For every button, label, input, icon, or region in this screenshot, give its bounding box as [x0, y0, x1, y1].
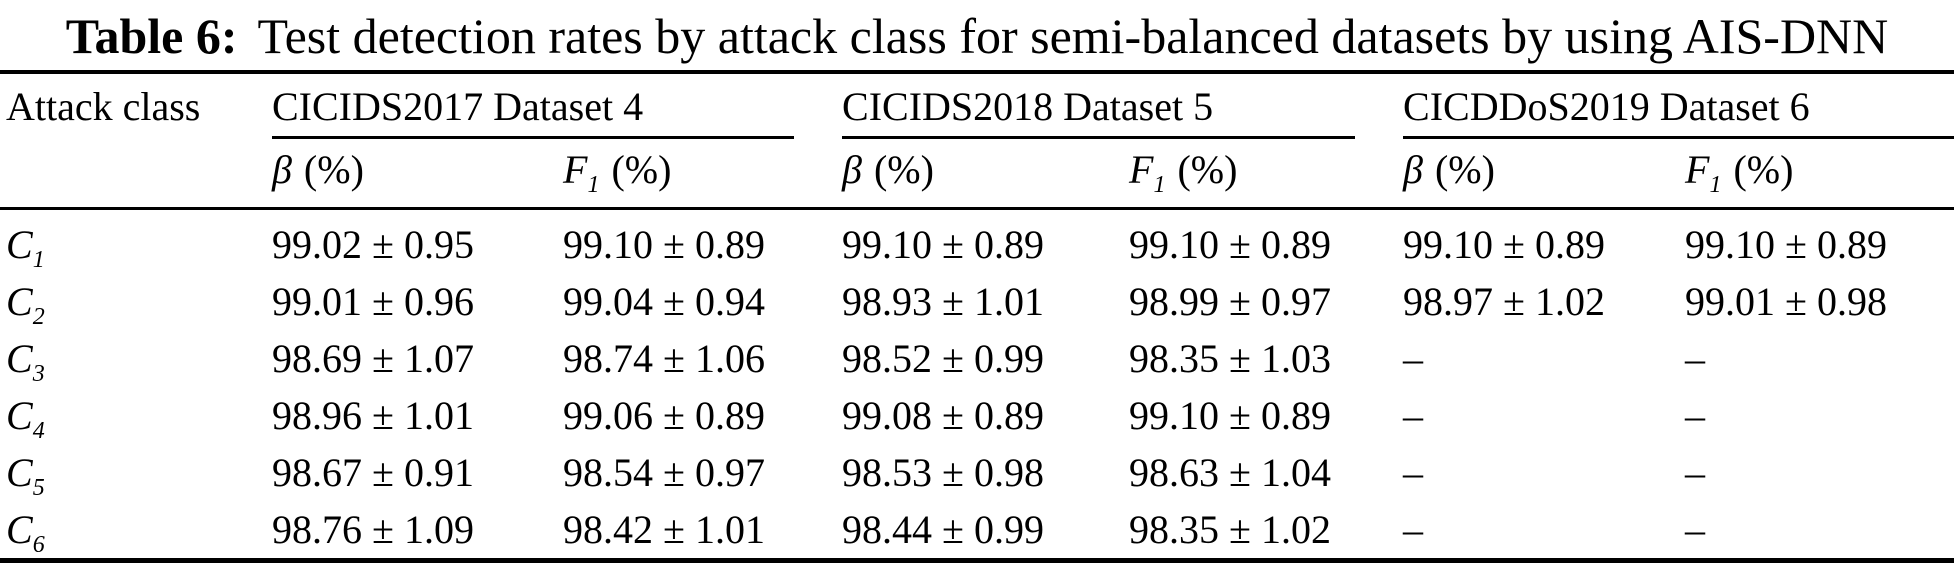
class-symbol: C — [6, 393, 33, 438]
header-group-dataset6-label: CICDDoS2019 Dataset 6 — [1403, 84, 1954, 139]
header-group-dataset4: CICIDS2017 Dataset 4 — [272, 72, 842, 139]
percent-unit: (%) — [1733, 147, 1794, 192]
class-subscript: 1 — [32, 247, 45, 273]
cell-d6-f1: 99.10 ± 0.89 — [1685, 222, 1887, 267]
cell-d5-beta: 99.08 ± 0.89 — [842, 393, 1044, 438]
cell-d5-beta: 98.44 ± 0.99 — [842, 507, 1044, 552]
percent-unit: (%) — [1434, 147, 1495, 192]
subheader-f1-d6: F1 (%) — [1685, 139, 1954, 210]
row-label: C6 — [0, 501, 272, 561]
f-symbol: F — [563, 147, 588, 192]
class-symbol: C — [6, 279, 33, 324]
header-sub-row: β (%) F1 (%) β (%) F1 (%) β (%) F1 (%) — [0, 139, 1954, 210]
beta-symbol: β — [842, 147, 862, 192]
cell-d4-beta: 99.01 ± 0.96 — [272, 279, 474, 324]
cell-d4-beta: 98.67 ± 0.91 — [272, 450, 474, 495]
cell-d5-f1: 98.35 ± 1.02 — [1129, 507, 1331, 552]
table-caption: Table 6: Test detection rates by attack c… — [0, 8, 1954, 64]
header-attack-class: Attack class — [0, 72, 272, 210]
subheader-f1-d5: F1 (%) — [1129, 139, 1404, 210]
cell-d6-f1: 99.01 ± 0.98 — [1685, 279, 1887, 324]
cell-d5-f1: 99.10 ± 0.89 — [1129, 393, 1331, 438]
table-row: C2 99.01 ± 0.96 99.04 ± 0.94 98.93 ± 1.0… — [0, 273, 1954, 330]
class-symbol: C — [6, 450, 33, 495]
results-table: Attack class CICIDS2017 Dataset 4 CICIDS… — [0, 70, 1954, 563]
percent-unit: (%) — [1177, 147, 1238, 192]
cell-d6-f1: – — [1685, 450, 1706, 495]
cell-d5-f1: 98.35 ± 1.03 — [1129, 336, 1331, 381]
cell-d6-f1: – — [1685, 336, 1706, 381]
subheader-beta-d5: β (%) — [842, 139, 1130, 210]
table-row: C4 98.96 ± 1.01 99.06 ± 0.89 99.08 ± 0.8… — [0, 387, 1954, 444]
table-caption-label: Table 6: — [65, 8, 238, 64]
table-row: C5 98.67 ± 0.91 98.54 ± 0.97 98.53 ± 0.9… — [0, 444, 1954, 501]
cell-d5-beta: 98.93 ± 1.01 — [842, 279, 1044, 324]
cell-d6-beta: – — [1403, 336, 1424, 381]
table-row: C1 99.02 ± 0.95 99.10 ± 0.89 99.10 ± 0.8… — [0, 209, 1954, 274]
f-symbol: F — [1129, 147, 1154, 192]
cell-d6-beta: 99.10 ± 0.89 — [1403, 222, 1605, 267]
cell-d4-f1: 98.54 ± 0.97 — [563, 450, 765, 495]
cell-d4-beta: 98.76 ± 1.09 — [272, 507, 474, 552]
percent-unit: (%) — [873, 147, 934, 192]
cell-d5-beta: 99.10 ± 0.89 — [842, 222, 1044, 267]
cell-d4-f1: 99.10 ± 0.89 — [563, 222, 765, 267]
row-label: C2 — [0, 273, 272, 330]
header-group-dataset4-label: CICIDS2017 Dataset 4 — [272, 84, 795, 139]
subheader-subscript: 1 — [587, 172, 600, 198]
class-subscript: 5 — [32, 475, 45, 501]
cell-d6-beta: – — [1403, 393, 1424, 438]
table-caption-text: Test detection rates by attack class for… — [257, 8, 1889, 64]
header-group-dataset5: CICIDS2018 Dataset 5 — [842, 72, 1403, 139]
cell-d4-f1: 99.04 ± 0.94 — [563, 279, 765, 324]
subheader-f1-d4: F1 (%) — [563, 139, 843, 210]
cell-d4-f1: 99.06 ± 0.89 — [563, 393, 765, 438]
class-subscript: 3 — [32, 361, 45, 387]
cell-d5-beta: 98.53 ± 0.98 — [842, 450, 1044, 495]
cell-d4-beta: 98.96 ± 1.01 — [272, 393, 474, 438]
class-symbol: C — [6, 336, 33, 381]
subheader-beta-d4: β (%) — [272, 139, 563, 210]
cell-d6-beta: – — [1403, 507, 1424, 552]
row-label: C4 — [0, 387, 272, 444]
class-subscript: 4 — [32, 418, 45, 444]
class-symbol: C — [6, 507, 33, 552]
percent-unit: (%) — [611, 147, 672, 192]
cell-d5-f1: 98.63 ± 1.04 — [1129, 450, 1331, 495]
cell-d4-f1: 98.42 ± 1.01 — [563, 507, 765, 552]
header-group-dataset5-label: CICIDS2018 Dataset 5 — [842, 84, 1356, 139]
header-group-row: Attack class CICIDS2017 Dataset 4 CICIDS… — [0, 72, 1954, 210]
cell-d4-beta: 98.69 ± 1.07 — [272, 336, 474, 381]
beta-symbol: β — [272, 147, 292, 192]
cell-d6-f1: – — [1685, 393, 1706, 438]
header-group-dataset6: CICDDoS2019 Dataset 6 — [1403, 72, 1954, 139]
percent-unit: (%) — [303, 147, 364, 192]
cell-d5-f1: 99.10 ± 0.89 — [1129, 222, 1331, 267]
subheader-beta-d6: β (%) — [1403, 139, 1686, 210]
row-label: C5 — [0, 444, 272, 501]
class-subscript: 6 — [32, 532, 45, 558]
subheader-subscript: 1 — [1153, 172, 1166, 198]
beta-symbol: β — [1403, 147, 1423, 192]
cell-d4-f1: 98.74 ± 1.06 — [563, 336, 765, 381]
subheader-subscript: 1 — [1709, 172, 1722, 198]
cell-d6-f1: – — [1685, 507, 1706, 552]
row-label: C1 — [0, 209, 272, 274]
cell-d6-beta: – — [1403, 450, 1424, 495]
cell-d5-beta: 98.52 ± 0.99 — [842, 336, 1044, 381]
cell-d6-beta: 98.97 ± 1.02 — [1403, 279, 1605, 324]
cell-d5-f1: 98.99 ± 0.97 — [1129, 279, 1331, 324]
f-symbol: F — [1685, 147, 1710, 192]
row-label: C3 — [0, 330, 272, 387]
table-row: C3 98.69 ± 1.07 98.74 ± 1.06 98.52 ± 0.9… — [0, 330, 1954, 387]
table-row: C6 98.76 ± 1.09 98.42 ± 1.01 98.44 ± 0.9… — [0, 501, 1954, 561]
class-subscript: 2 — [32, 304, 45, 330]
cell-d4-beta: 99.02 ± 0.95 — [272, 222, 474, 267]
class-symbol: C — [6, 222, 33, 267]
